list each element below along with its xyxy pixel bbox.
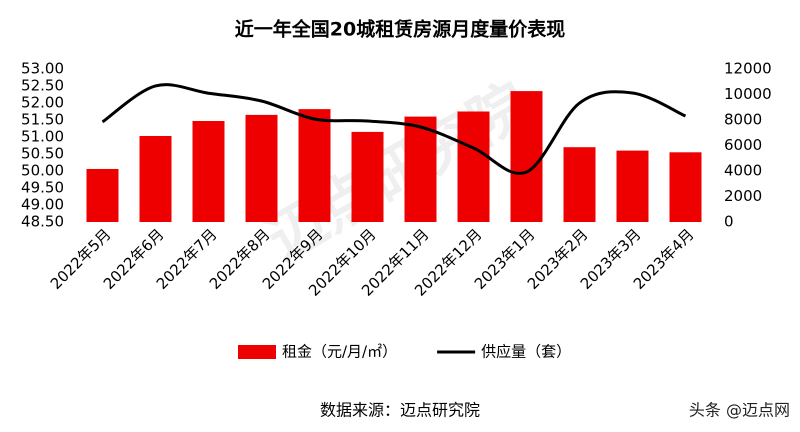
y-tick-label: 52.00 [21, 94, 64, 112]
bar [563, 147, 596, 222]
bar [298, 109, 331, 222]
bar [510, 91, 543, 222]
line [101, 83, 687, 175]
bar [457, 111, 490, 222]
y-tick-label: 51.00 [21, 128, 64, 146]
y-tick-label: 52.50 [21, 77, 64, 95]
y-tick-label: 48.50 [21, 213, 64, 231]
y2-tick-label: 8000 [724, 111, 762, 129]
y-tick-label: 53.00 [21, 60, 64, 78]
y-tick-label: 49.50 [21, 179, 64, 197]
chart-title: 近一年全国20城租赁房源月度量价表现 [235, 18, 565, 41]
bar [192, 121, 225, 222]
y2-tick-label: 0 [724, 213, 734, 231]
y2-tick-label: 2000 [724, 187, 762, 205]
y2-tick-label: 12000 [724, 60, 772, 78]
bar [245, 114, 278, 222]
bar [404, 116, 437, 222]
bar [86, 168, 119, 222]
legend-swatch [238, 345, 276, 359]
y-tick-label: 51.50 [21, 111, 64, 129]
y-tick-label: 49.00 [21, 196, 64, 214]
y2-tick-label: 4000 [724, 162, 762, 180]
y-tick-label: 50.50 [21, 145, 64, 163]
bar [139, 135, 172, 222]
source-note: 数据来源：迈点研究院 [320, 401, 480, 420]
legend-label: 供应量（套） [481, 343, 571, 361]
bar [669, 152, 702, 222]
y2-tick-label: 10000 [724, 85, 772, 103]
bar [616, 150, 649, 222]
y2-tick-label: 6000 [724, 136, 762, 154]
bar [351, 131, 384, 222]
legend-label: 租金（元/月/㎡） [282, 343, 397, 361]
y-tick-label: 50.00 [21, 162, 64, 180]
credit: 头条 @迈点网 [689, 401, 790, 420]
